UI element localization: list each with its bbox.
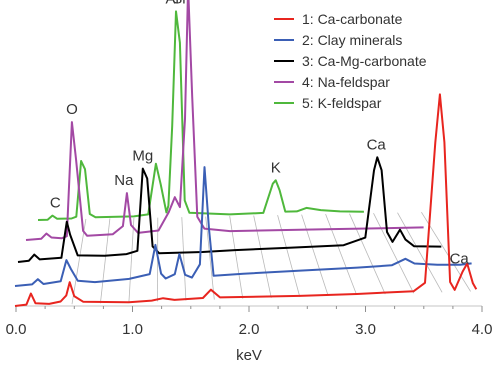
series-line-2: [14, 166, 472, 287]
x-tick-label: 4.0: [472, 321, 493, 338]
grid-line: [373, 213, 415, 294]
grid-line: [100, 218, 111, 304]
peak-label: Na: [114, 172, 134, 189]
spectra-series: [14, 0, 478, 307]
grid-line: [397, 212, 443, 293]
peak-label: Ca: [367, 136, 387, 153]
grid-line: [301, 214, 329, 297]
peak-label: C: [50, 195, 61, 212]
slanted-grid-lines: [71, 211, 471, 305]
legend-entry: 2: Clay minerals: [302, 32, 402, 48]
series-line-3: [17, 156, 442, 263]
x-axis-ticks: [15, 306, 483, 312]
grid-line: [205, 216, 215, 300]
grid-line: [128, 217, 135, 303]
legend-entry: 4: Na-feldspar: [302, 74, 390, 90]
grid-line: [229, 216, 244, 299]
legend-entry: 1: Ca-carbonate: [302, 11, 403, 27]
x-tick-label: 0.0: [6, 321, 27, 338]
peak-label: Al: [166, 0, 179, 7]
peak-label: Si: [172, 0, 185, 7]
x-axis-label: keV: [236, 347, 262, 364]
grid-line: [181, 217, 187, 301]
grid-line: [349, 213, 386, 295]
x-tick-label: 1.0: [122, 321, 143, 338]
peak-labels: C O Na Mg AlSi K Ca Ca: [50, 0, 470, 268]
grid-line: [253, 215, 272, 298]
legend-entry: 3: Ca-Mg-carbonate: [302, 53, 427, 69]
x-tick-label: 2.0: [239, 321, 260, 338]
peak-label: Mg: [132, 148, 153, 165]
peak-label: K: [271, 159, 281, 176]
x-tick-label: 3.0: [355, 321, 376, 338]
series-line-5: [37, 10, 364, 221]
peak-label: O: [66, 101, 78, 118]
grid-line: [325, 213, 358, 296]
x-tick-labels: 0.0 1.0 2.0 3.0 4.0: [6, 321, 493, 338]
grid-line: [71, 218, 87, 305]
peak-label: Ca: [450, 251, 470, 268]
series-line-1: [14, 93, 478, 307]
legend-entry: 5: K-feldspar: [302, 95, 382, 111]
grid-line: [277, 214, 301, 298]
legend: 1: Ca-carbonate 2: Clay minerals 3: Ca-Mg-…: [274, 11, 427, 111]
